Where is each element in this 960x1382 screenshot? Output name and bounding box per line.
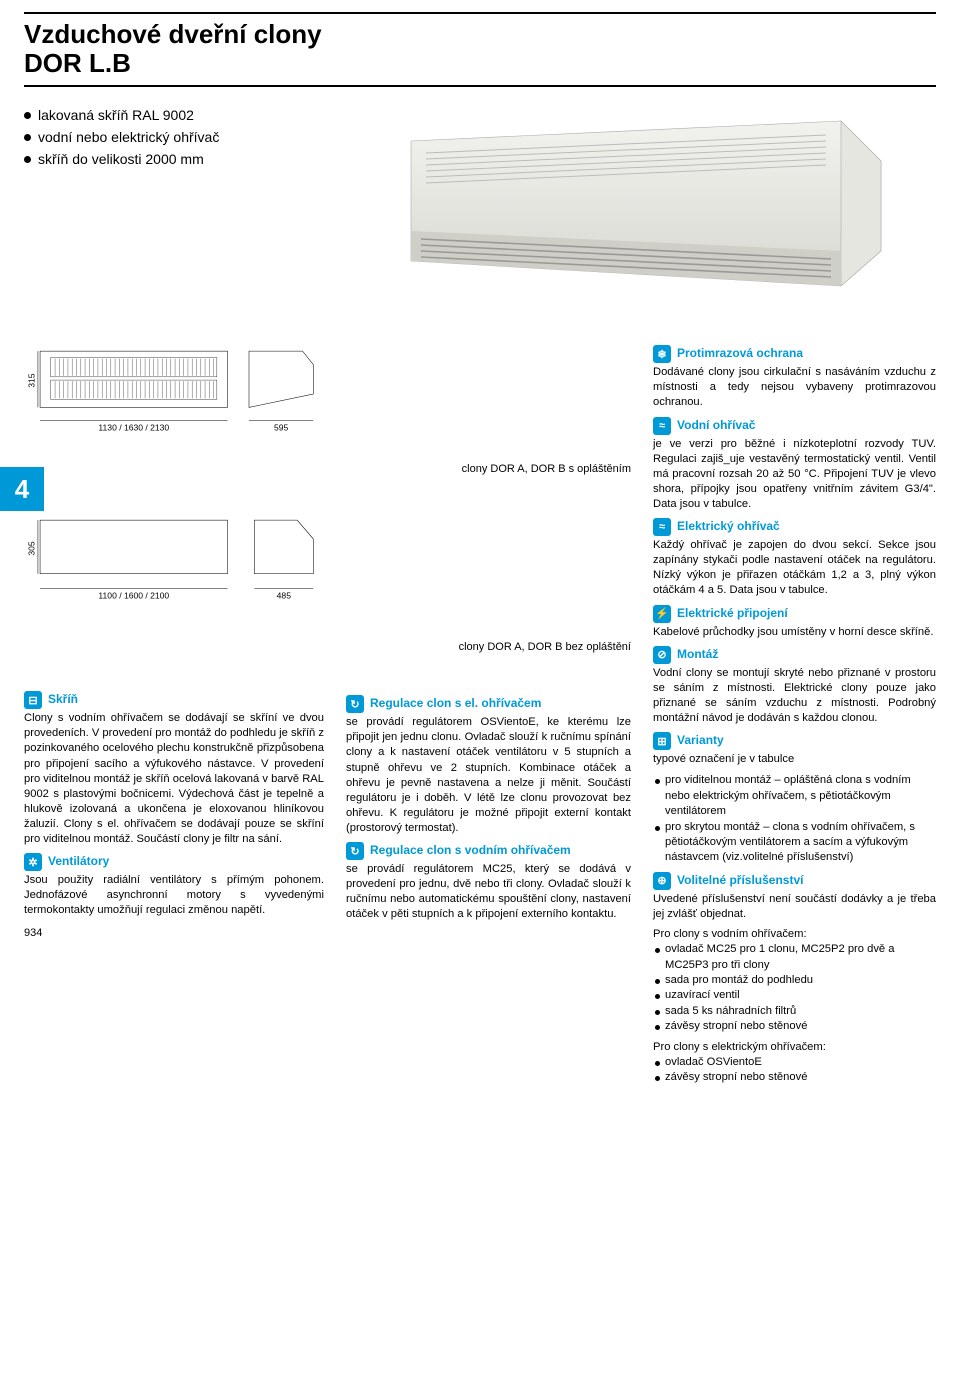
feature-item: lakovaná skříň RAL 9002	[24, 105, 294, 127]
section-body: Clony s vodním ohřívačem se dodávají se …	[24, 711, 324, 847]
section-body: Vodní clony se montují skryté nebo přizn…	[653, 666, 936, 726]
section-body: se provádí regulátorem OSVientoE, ke kte…	[346, 715, 631, 836]
section-heading: Regulace clon s el. ohřívačem	[370, 695, 541, 710]
sub-heading: Pro clony s vodním ohřívačem:	[653, 928, 936, 940]
list-item: ovladač OSVientoE	[653, 1055, 936, 1070]
list-item: závěsy stropní nebo stěnové	[653, 1019, 936, 1034]
section-tab: 4	[0, 467, 44, 511]
section-heading: Volitelné příslušenství	[677, 872, 803, 887]
page-title: Vzduchové dveřní clony DOR L.B	[24, 20, 936, 77]
svg-text:315: 315	[27, 373, 37, 388]
svg-text:595: 595	[274, 423, 289, 433]
section-body: Dodávané clony jsou cirkulační s nasáván…	[653, 365, 936, 410]
section-body: Uvedené příslušenství není součástí dodá…	[653, 892, 936, 922]
list-item: uzavírací ventil	[653, 988, 936, 1003]
section-body: se provádí regulátorem MC25, který se do…	[346, 862, 631, 922]
section-body: Každý ohřívač je zapojen do dvou sekcí. …	[653, 538, 936, 598]
bolt-icon: ⚡	[653, 605, 671, 623]
list-item: pro viditelnou montáž – opláštěná clona …	[653, 773, 936, 819]
tech-drawing-2: 305 1100 / 1600 / 2100 485	[24, 509, 324, 617]
fan-icon: ✲	[24, 853, 42, 871]
section-heading: Elektrické připojení	[677, 605, 788, 620]
box-icon: ⊟	[24, 691, 42, 709]
section-body: je ve verzi pro běžné i nízkoteplotní ro…	[653, 437, 936, 513]
drawing-caption: clony DOR A, DOR B bez opláštění	[346, 641, 631, 653]
list-item: závěsy stropní nebo stěnové	[653, 1070, 936, 1085]
product-image	[326, 101, 936, 311]
section-heading: Vodní ohřívač	[677, 417, 755, 432]
cycle-icon: ↻	[346, 695, 364, 713]
wave-icon: ≈	[653, 518, 671, 536]
feature-item: skříň do velikosti 2000 mm	[24, 149, 294, 171]
grid-icon: ⊞	[653, 732, 671, 750]
snowflake-icon: ❄	[653, 345, 671, 363]
svg-text:1130 / 1630 / 2130: 1130 / 1630 / 2130	[98, 423, 169, 433]
plus-icon: ⊕	[653, 872, 671, 890]
feature-item: vodní nebo elektrický ohřívač	[24, 127, 294, 149]
tech-drawing-1: 315 1130 / 1630 / 2130 595	[24, 339, 324, 449]
list-item: sada 5 ks náhradních filtrů	[653, 1004, 936, 1019]
variants-list: pro viditelnou montáž – opláštěná clona …	[653, 773, 936, 866]
section-heading: Elektrický ohřívač	[677, 518, 780, 533]
list-item: ovladač MC25 pro 1 clonu, MC25P2 pro dvě…	[653, 942, 936, 973]
svg-text:485: 485	[277, 591, 292, 601]
section-heading: Varianty	[677, 732, 724, 747]
section-body: Kabelové průchodky jsou umístěny v horní…	[653, 625, 936, 640]
section-heading: Ventilátory	[48, 853, 109, 868]
page-number: 934	[24, 927, 324, 939]
sub-heading: Pro clony s elektrickým ohřívačem:	[653, 1041, 936, 1053]
feature-list: lakovaná skříň RAL 9002 vodní nebo elekt…	[24, 101, 294, 311]
wave-icon: ≈	[653, 417, 671, 435]
cycle-icon: ↻	[346, 842, 364, 860]
drawing-caption: clony DOR A, DOR B s opláštěním	[346, 463, 631, 475]
section-heading: Regulace clon s vodním ohřívačem	[370, 842, 571, 857]
section-heading: Montáž	[677, 646, 718, 661]
section-body: typové označení je v tabulce	[653, 752, 936, 767]
svg-text:305: 305	[27, 541, 37, 556]
tool-icon: ⊘	[653, 646, 671, 664]
list-item: pro skrytou montáž – clona s vodním ohří…	[653, 820, 936, 866]
section-heading: Skříň	[48, 691, 78, 706]
accessories-list: ovladač OSVientoE závěsy stropní nebo st…	[653, 1055, 936, 1086]
section-body: Jsou použity radiální ventilátory s přím…	[24, 873, 324, 918]
list-item: sada pro montáž do podhledu	[653, 973, 936, 988]
section-heading: Protimrazová ochrana	[677, 345, 803, 360]
accessories-list: ovladač MC25 pro 1 clonu, MC25P2 pro dvě…	[653, 942, 936, 1035]
svg-text:1100 / 1600 / 2100: 1100 / 1600 / 2100	[98, 591, 169, 601]
